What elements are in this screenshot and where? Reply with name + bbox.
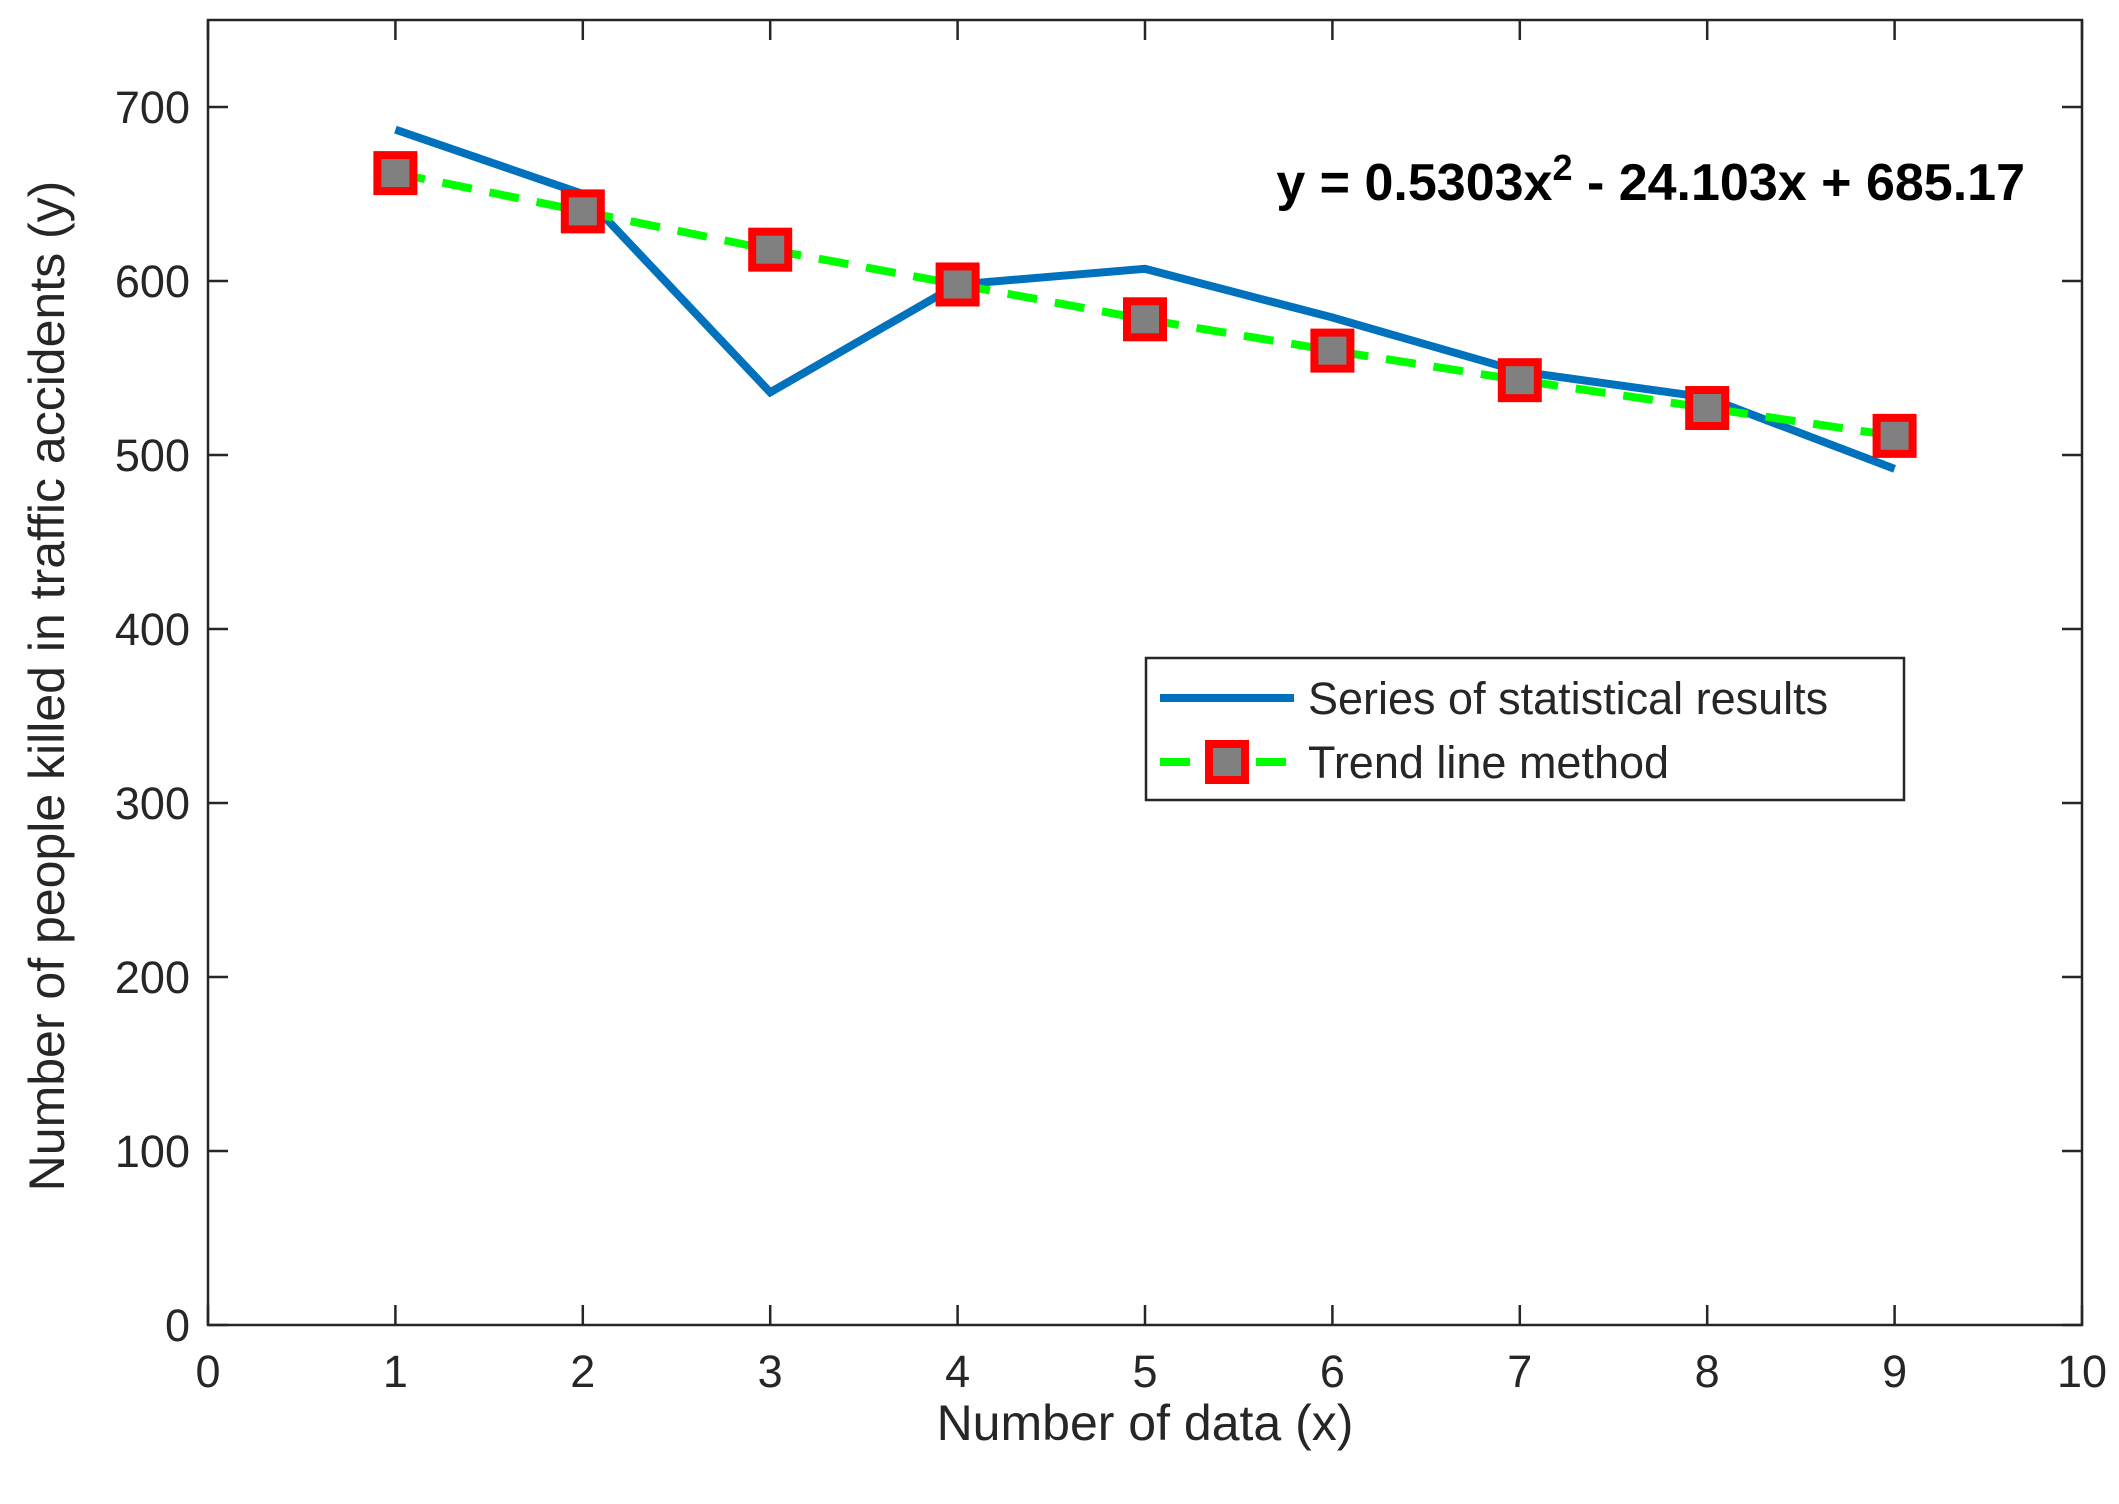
y-tick-label: 400 <box>115 604 190 655</box>
x-tick-label: 7 <box>1507 1346 1532 1397</box>
series-2-marker-5 <box>1123 297 1167 342</box>
series-2-marker-6 <box>1310 328 1355 373</box>
legend-label-1: Series of statistical results <box>1308 673 1828 724</box>
x-axis-label: Number of data (x) <box>937 1395 1354 1451</box>
series-2-marker-8 <box>1685 386 1730 431</box>
y-tick-label: 100 <box>115 1126 190 1177</box>
series-2-marker-2 <box>560 189 605 234</box>
x-tick-label: 0 <box>195 1346 220 1397</box>
y-tick-label: 200 <box>115 952 190 1003</box>
legend: Series of statistical results Trend line … <box>1144 656 1906 802</box>
equation-prefix: y = 0.5303x <box>1276 154 1552 212</box>
y-tick-label: 700 <box>115 82 190 133</box>
series-2-marker-3 <box>748 227 793 272</box>
equation-superscript: 2 <box>1552 147 1572 188</box>
legend-box <box>1144 656 1906 802</box>
x-tick-label: 4 <box>945 1346 970 1397</box>
x-tick-label: 1 <box>383 1346 408 1397</box>
x-tick-label: 9 <box>1882 1346 1907 1397</box>
series-2-marker-9 <box>1872 413 1917 458</box>
y-tick-label: 300 <box>115 778 190 829</box>
y-tick-label: 600 <box>115 256 190 307</box>
y-tick-label: 500 <box>115 430 190 481</box>
trend-equation: y = 0.5303x2 - 24.103x + 685.17 <box>1276 147 2025 212</box>
series-2-marker-7 <box>1497 358 1542 403</box>
y-tick-label: 0 <box>165 1300 190 1351</box>
legend-label-2: Trend line method <box>1308 737 1669 788</box>
x-tick-label: 6 <box>1320 1346 1345 1397</box>
series-line-2 <box>394 169 1896 440</box>
x-tick-label: 2 <box>570 1346 595 1397</box>
x-tick-label: 8 <box>1695 1346 1720 1397</box>
y-axis-label: Number of people killed in traffic accid… <box>19 181 75 1192</box>
series-layer <box>373 125 1917 473</box>
x-tick-label: 5 <box>1132 1346 1157 1397</box>
series-line-1 <box>394 125 1897 473</box>
legend-swatch-marker-2 <box>1205 740 1249 784</box>
x-tick-label: 10 <box>2057 1346 2107 1397</box>
series-2-marker-4 <box>935 262 980 307</box>
series-2-marker-1 <box>373 151 418 196</box>
equation-suffix: - 24.103x + 685.17 <box>1573 154 2026 212</box>
x-tick-label: 3 <box>758 1346 783 1397</box>
